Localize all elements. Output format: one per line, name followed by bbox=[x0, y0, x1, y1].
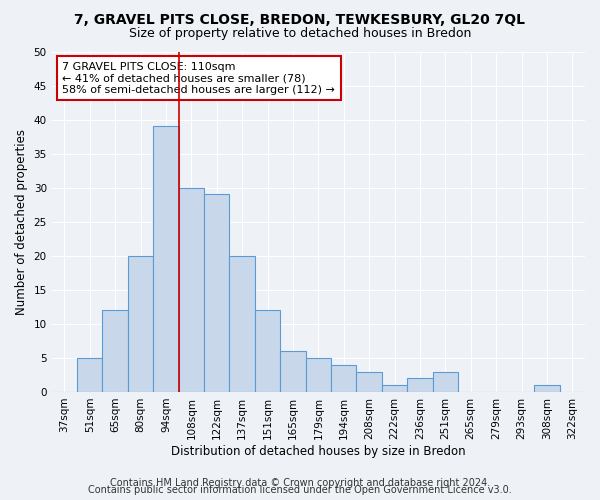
Bar bbox=[153, 126, 179, 392]
Text: Contains HM Land Registry data © Crown copyright and database right 2024.: Contains HM Land Registry data © Crown c… bbox=[110, 478, 490, 488]
X-axis label: Distribution of detached houses by size in Bredon: Distribution of detached houses by size … bbox=[171, 444, 466, 458]
Y-axis label: Number of detached properties: Number of detached properties bbox=[15, 128, 28, 314]
Text: 7, GRAVEL PITS CLOSE, BREDON, TEWKESBURY, GL20 7QL: 7, GRAVEL PITS CLOSE, BREDON, TEWKESBURY… bbox=[74, 12, 526, 26]
Bar bbox=[179, 188, 204, 392]
Text: Size of property relative to detached houses in Bredon: Size of property relative to detached ho… bbox=[129, 28, 471, 40]
Bar bbox=[331, 364, 356, 392]
Bar bbox=[128, 256, 153, 392]
Bar bbox=[407, 378, 433, 392]
Bar bbox=[255, 310, 280, 392]
Bar bbox=[534, 385, 560, 392]
Bar bbox=[382, 385, 407, 392]
Bar bbox=[305, 358, 331, 392]
Text: Contains public sector information licensed under the Open Government Licence v3: Contains public sector information licen… bbox=[88, 485, 512, 495]
Bar bbox=[433, 372, 458, 392]
Bar bbox=[204, 194, 229, 392]
Bar bbox=[229, 256, 255, 392]
Text: 7 GRAVEL PITS CLOSE: 110sqm
← 41% of detached houses are smaller (78)
58% of sem: 7 GRAVEL PITS CLOSE: 110sqm ← 41% of det… bbox=[62, 62, 335, 95]
Bar bbox=[103, 310, 128, 392]
Bar bbox=[280, 351, 305, 392]
Bar bbox=[356, 372, 382, 392]
Bar bbox=[77, 358, 103, 392]
